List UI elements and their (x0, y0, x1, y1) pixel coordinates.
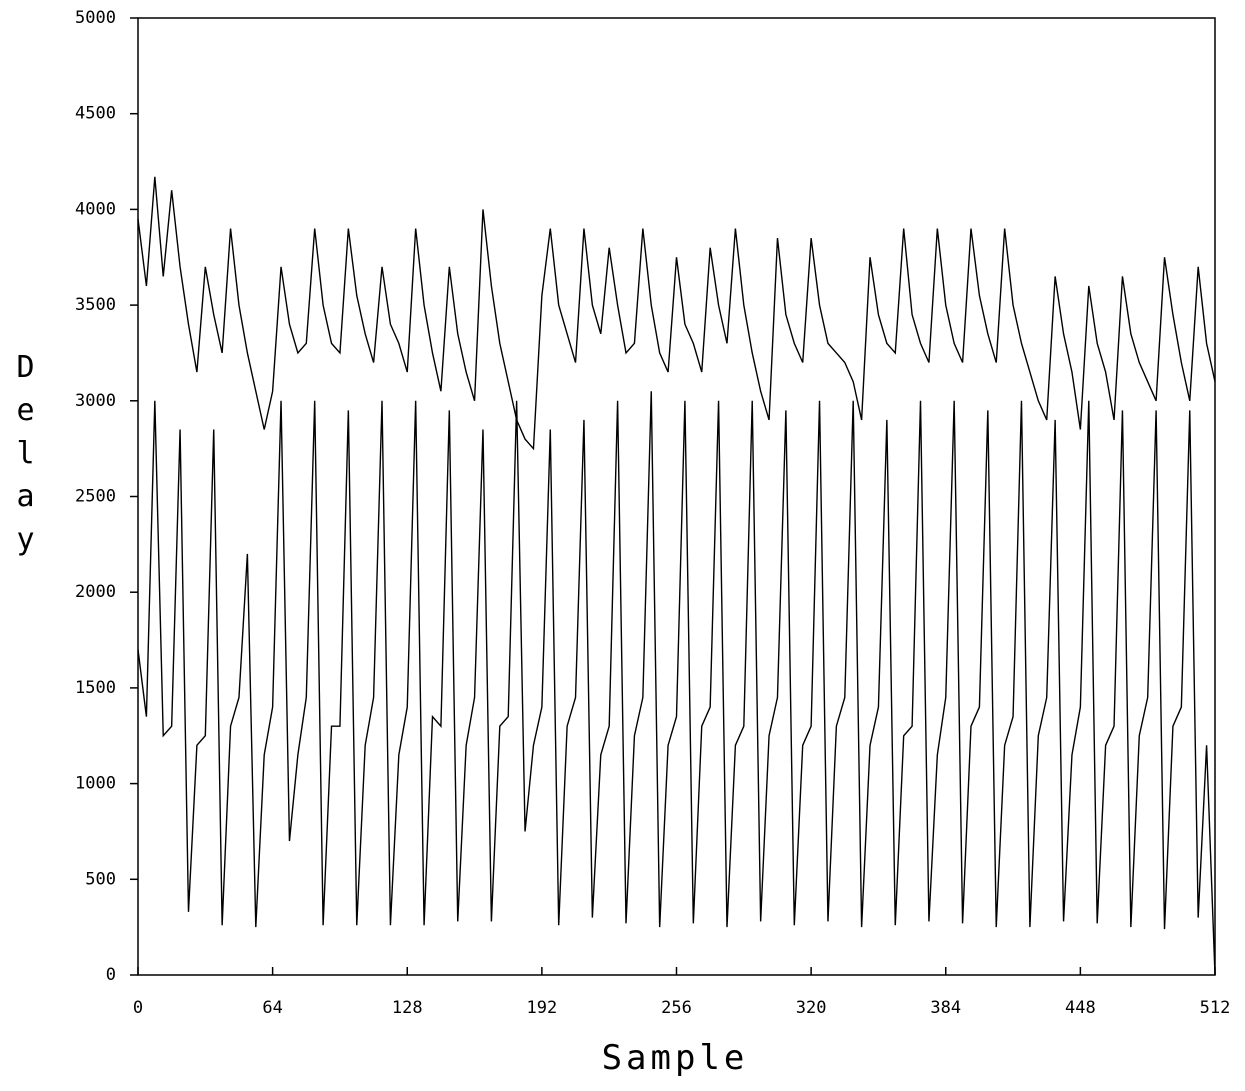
y-tick-label: 0 (106, 965, 116, 985)
y-tick-label: 4500 (75, 104, 116, 124)
y-tick-label: 4000 (75, 199, 116, 219)
x-tick-label: 512 (1200, 998, 1231, 1018)
y-tick-label: 1000 (75, 774, 116, 794)
x-tick-label: 64 (262, 998, 282, 1018)
y-tick-label: 500 (85, 869, 116, 889)
x-tick-label: 0 (133, 998, 143, 1018)
x-tick-label: 384 (930, 998, 961, 1018)
y-tick-label: 3000 (75, 391, 116, 411)
data-line (137, 391, 1216, 976)
x-tick-label: 128 (392, 998, 423, 1018)
x-tick-label: 320 (796, 998, 827, 1018)
x-tick-label: 256 (661, 998, 692, 1018)
x-tick-label: 448 (1065, 998, 1096, 1018)
y-axis-label: Delay (8, 350, 43, 565)
data-line (137, 176, 1216, 451)
y-tick-label: 2500 (75, 487, 116, 507)
y-tick-label: 2000 (75, 582, 116, 602)
y-tick-label: 3500 (75, 295, 116, 315)
x-axis-label: Sample (601, 1038, 749, 1078)
x-tick-label: 192 (527, 998, 558, 1018)
y-tick-label: 5000 (75, 8, 116, 28)
y-tick-label: 1500 (75, 678, 116, 698)
